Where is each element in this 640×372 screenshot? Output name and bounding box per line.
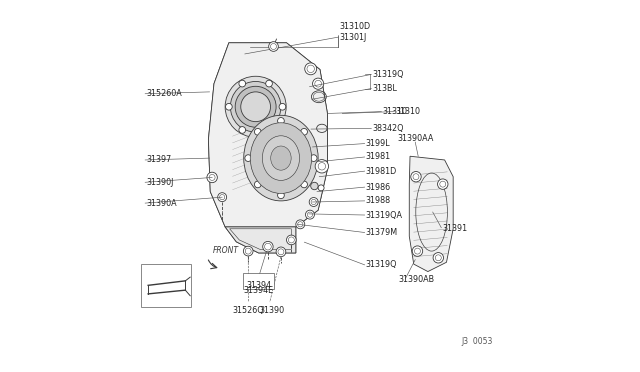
Circle shape (287, 235, 296, 245)
Text: 31397: 31397 (147, 155, 172, 164)
Text: 31988: 31988 (365, 196, 391, 205)
Polygon shape (410, 156, 453, 272)
Circle shape (412, 246, 422, 256)
Text: 31310D: 31310D (339, 22, 371, 31)
Circle shape (255, 128, 261, 135)
Text: J3  0053: J3 0053 (461, 337, 493, 346)
Circle shape (309, 198, 318, 206)
Circle shape (305, 210, 314, 219)
Text: 31526Q: 31526Q (233, 306, 264, 315)
Circle shape (276, 247, 286, 257)
Text: 31319Q: 31319Q (365, 260, 397, 269)
Circle shape (255, 181, 261, 188)
Bar (141, 264, 191, 307)
Circle shape (152, 286, 159, 293)
Ellipse shape (271, 146, 291, 170)
Circle shape (312, 78, 324, 89)
Polygon shape (209, 43, 328, 253)
Circle shape (411, 171, 421, 182)
Circle shape (225, 103, 232, 110)
Text: 31981D: 31981D (365, 167, 397, 176)
Circle shape (243, 246, 253, 256)
Circle shape (235, 86, 276, 127)
Circle shape (301, 181, 307, 188)
Circle shape (230, 81, 281, 132)
Polygon shape (209, 43, 328, 227)
Text: 31310: 31310 (396, 107, 420, 116)
Circle shape (266, 80, 273, 87)
Circle shape (318, 185, 324, 191)
Circle shape (225, 76, 286, 137)
Text: 31394E: 31394E (244, 286, 274, 295)
Text: 31390J: 31390J (147, 178, 173, 187)
Circle shape (310, 182, 318, 190)
Ellipse shape (244, 115, 318, 201)
Circle shape (433, 253, 444, 263)
Text: 31981: 31981 (365, 153, 391, 161)
Text: 31319QA: 31319QA (365, 211, 403, 219)
Text: 31390A: 31390A (147, 199, 177, 208)
Text: 31390AB: 31390AB (398, 275, 435, 283)
Circle shape (315, 160, 328, 173)
Text: 315260A: 315260A (147, 89, 182, 98)
Circle shape (239, 80, 246, 87)
Text: 31390AA: 31390AA (397, 134, 433, 143)
Text: 313BL: 313BL (372, 84, 397, 93)
Text: 31310: 31310 (383, 107, 408, 116)
Ellipse shape (250, 123, 312, 193)
Circle shape (278, 118, 284, 124)
Text: 31986: 31986 (365, 183, 391, 192)
Text: 31379M: 31379M (365, 228, 398, 237)
Circle shape (245, 155, 252, 161)
Text: 31319Q: 31319Q (372, 70, 404, 79)
Circle shape (279, 103, 286, 110)
Text: 3199L: 3199L (365, 139, 390, 148)
Text: 31394: 31394 (246, 281, 271, 290)
FancyBboxPatch shape (243, 273, 275, 289)
Circle shape (301, 128, 307, 135)
Circle shape (310, 155, 317, 161)
Circle shape (239, 126, 246, 133)
Circle shape (305, 63, 317, 75)
Circle shape (241, 92, 271, 122)
Circle shape (266, 126, 273, 133)
Text: 31390: 31390 (260, 306, 285, 315)
Circle shape (296, 220, 305, 229)
Text: 31301J: 31301J (339, 33, 367, 42)
Circle shape (278, 192, 284, 199)
Text: 38342Q: 38342Q (372, 124, 404, 133)
Circle shape (207, 172, 218, 183)
Circle shape (262, 241, 273, 252)
Ellipse shape (262, 136, 300, 180)
Circle shape (269, 42, 278, 51)
Text: 31391: 31391 (443, 224, 468, 233)
Text: FRONT: FRONT (213, 246, 239, 255)
Circle shape (438, 179, 448, 189)
Text: C1335: C1335 (143, 265, 168, 274)
Polygon shape (225, 227, 296, 253)
Circle shape (218, 193, 227, 202)
